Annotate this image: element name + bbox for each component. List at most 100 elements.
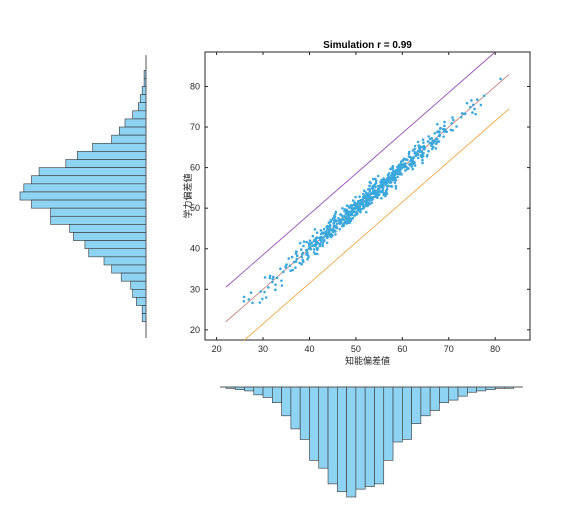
data-point — [312, 248, 316, 251]
data-point — [471, 111, 474, 114]
data-point — [295, 254, 299, 258]
data-point — [323, 231, 326, 235]
data-point — [397, 167, 401, 170]
data-point — [385, 187, 389, 191]
data-point — [410, 165, 414, 168]
data-point — [373, 177, 377, 181]
data-point — [298, 261, 301, 265]
y-histogram-bar — [111, 134, 147, 144]
data-point — [411, 149, 415, 152]
y-tick-label: 70 — [190, 122, 200, 132]
data-point — [455, 125, 458, 128]
data-point — [353, 210, 356, 214]
data-point — [396, 175, 399, 179]
data-point — [341, 206, 344, 210]
data-point — [345, 220, 348, 223]
data-point — [393, 181, 397, 184]
data-point — [380, 183, 384, 186]
data-point — [289, 269, 292, 273]
data-point — [338, 227, 342, 231]
data-point — [394, 184, 398, 188]
x-histogram-bar — [244, 386, 255, 392]
data-point — [400, 173, 403, 176]
data-point — [443, 124, 446, 128]
y-histogram-bar — [65, 159, 147, 168]
data-point — [326, 227, 330, 231]
data-point — [261, 297, 264, 301]
data-point — [334, 230, 337, 233]
data-point — [475, 98, 479, 101]
data-point — [295, 257, 299, 261]
data-point — [355, 203, 359, 206]
data-point — [322, 236, 325, 239]
data-point — [469, 105, 472, 109]
data-point — [389, 167, 392, 171]
data-point — [404, 169, 407, 172]
data-point — [387, 175, 391, 178]
x-histogram-bar — [476, 386, 487, 392]
data-point — [394, 178, 398, 182]
data-point — [271, 277, 274, 281]
data-point — [426, 140, 430, 143]
data-point — [353, 201, 356, 204]
data-point — [345, 217, 349, 221]
x-tick-label: 80 — [490, 344, 500, 354]
data-point — [331, 217, 335, 220]
data-point — [264, 296, 268, 299]
data-point — [251, 301, 254, 305]
y-tick-label: 20 — [190, 325, 200, 335]
data-point — [417, 144, 421, 147]
data-point — [470, 99, 473, 102]
x-tick-label: 40 — [304, 344, 314, 354]
data-point — [310, 241, 314, 245]
data-point — [362, 189, 366, 193]
data-point — [290, 255, 294, 259]
y-histogram-bar — [132, 110, 147, 120]
data-point — [368, 180, 372, 184]
data-point — [348, 211, 351, 215]
y-marginal-histogram — [19, 69, 147, 323]
data-point — [391, 166, 395, 170]
x-histogram-bar — [281, 386, 292, 417]
y-tick-label: 60 — [190, 163, 200, 173]
data-point — [350, 209, 354, 212]
data-point — [349, 217, 353, 221]
data-point — [473, 107, 476, 111]
data-point — [342, 215, 346, 218]
x-tick-label: 30 — [258, 344, 268, 354]
data-point — [362, 192, 365, 196]
data-point — [472, 103, 475, 107]
data-point — [319, 238, 322, 241]
y-histogram-bar — [23, 183, 147, 193]
data-point — [373, 195, 377, 199]
y-histogram-bar — [92, 142, 147, 152]
data-point — [331, 227, 335, 231]
data-point — [378, 186, 381, 190]
data-point — [368, 199, 371, 202]
data-point — [371, 186, 374, 190]
x-histogram-bar — [318, 386, 329, 469]
data-point — [421, 154, 425, 158]
data-point — [334, 210, 338, 214]
data-point — [292, 260, 296, 264]
x-axis-ticks: 20 30 40 50 60 70 80 — [212, 52, 500, 354]
data-point — [284, 265, 287, 268]
y-histogram-bar — [139, 94, 147, 104]
data-point — [449, 128, 453, 132]
data-point — [365, 192, 369, 196]
data-point — [324, 234, 327, 238]
data-point — [321, 231, 324, 234]
x-histogram-bar — [383, 386, 394, 461]
data-point — [316, 252, 319, 256]
data-point — [406, 167, 409, 171]
reference-line-upper — [225, 51, 496, 288]
data-point — [433, 139, 437, 143]
data-point — [351, 204, 354, 207]
data-point — [416, 140, 420, 144]
data-point — [299, 248, 303, 251]
data-point — [421, 138, 425, 142]
data-point — [403, 165, 406, 169]
y-histogram-bar — [76, 151, 147, 160]
data-point — [326, 235, 330, 238]
data-point — [313, 244, 317, 248]
